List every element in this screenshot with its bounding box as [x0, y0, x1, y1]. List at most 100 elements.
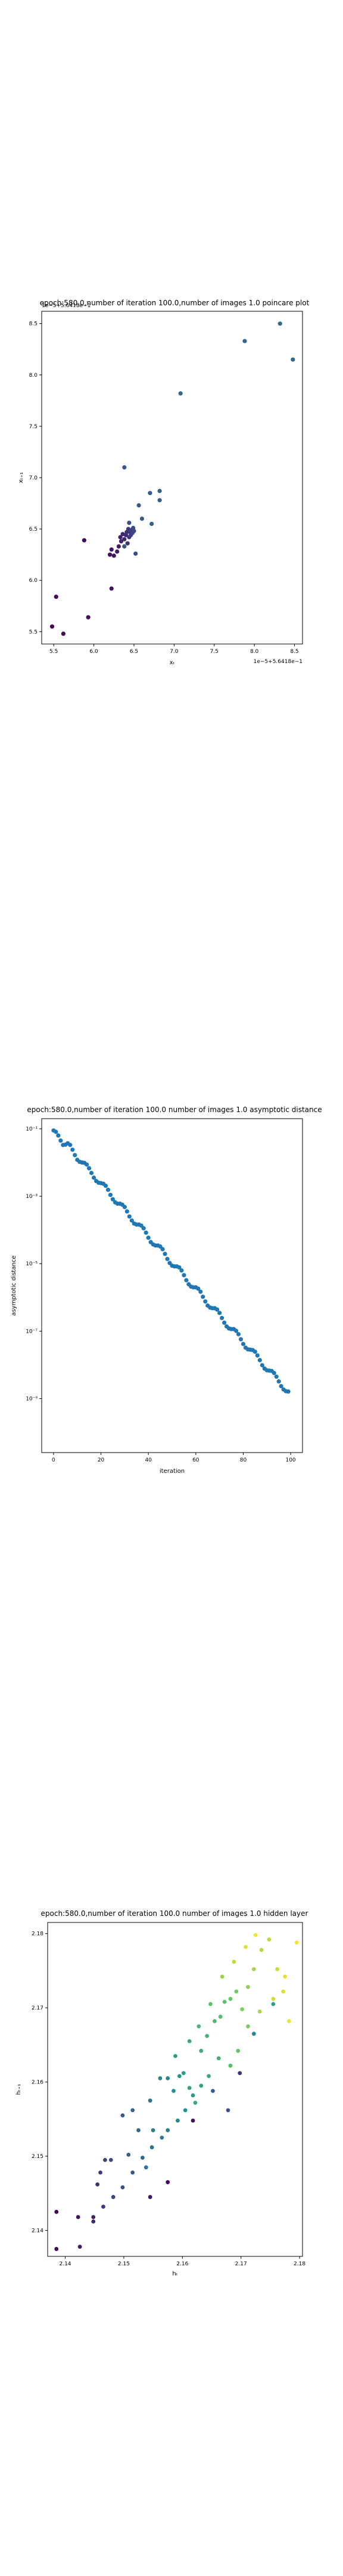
- hidden-layer-point: [234, 1989, 239, 1994]
- asymptotic-point: [233, 1329, 239, 1333]
- asymptotic-point: [56, 1133, 61, 1138]
- y-tick-label: 8.5: [29, 321, 38, 327]
- x-tick-label: 8.0: [250, 649, 259, 655]
- hidden-layer-point: [257, 2009, 262, 2014]
- hidden-layer-point: [218, 2014, 223, 2019]
- poincare-point: [277, 321, 282, 326]
- poincare-point: [122, 544, 127, 549]
- poincare-point: [139, 516, 145, 521]
- hidden-layer-point: [191, 2093, 195, 2098]
- asymptotic-point: [160, 1247, 165, 1252]
- hidden-layer-point: [54, 2209, 59, 2214]
- poincare-title: epoch:580.0,number of iteration 100.0,nu…: [40, 299, 310, 307]
- asymptotic-point: [110, 1197, 116, 1202]
- asymptotic-point: [163, 1252, 167, 1256]
- x-tick-label: 5.5: [49, 649, 58, 655]
- asymptotic-point: [165, 1256, 170, 1261]
- poincare-point: [109, 586, 114, 591]
- hidden-layer-point: [199, 2048, 204, 2053]
- asymptotic-point: [144, 1230, 148, 1235]
- asymptotic-chart: epoch:580.0,number of iteration 100.0 nu…: [11, 1106, 322, 1475]
- hidden-layer-point: [238, 2071, 242, 2076]
- asymptotic-point: [141, 1226, 146, 1231]
- x-tick-label: 2.18: [294, 2261, 305, 2267]
- poincare-points: [49, 321, 295, 636]
- poincare-y-offset-label: 1e−5+5.6418e−1: [42, 303, 91, 309]
- asymptotic-point: [73, 1153, 77, 1157]
- hidden-layer-point: [251, 2032, 256, 2036]
- y-tick-label: 2.15: [32, 2154, 43, 2160]
- poincare-chart: epoch:580.0,number of iteration 100.0,nu…: [18, 299, 310, 666]
- hidden-layer-point: [54, 2247, 59, 2251]
- asymptotic-point: [203, 1299, 208, 1304]
- y-tick-label: 10⁻¹: [26, 1126, 38, 1132]
- y-tick-label: 10⁻⁹: [26, 1396, 38, 1402]
- hidden-layer-title: epoch:580.0,number of iteration 100.0 nu…: [41, 1909, 308, 1918]
- hidden-layer-point: [228, 1996, 233, 2001]
- y-tick-label: 6.0: [29, 578, 38, 584]
- hidden-layer-point: [91, 2219, 96, 2224]
- poincare-point: [109, 547, 114, 552]
- asymptotic-point: [108, 1193, 113, 1197]
- hidden-layer-point: [259, 1948, 264, 1952]
- poincare-point: [111, 553, 116, 558]
- hidden-layer-point: [271, 2002, 276, 2007]
- y-tick-label: 6.5: [29, 527, 38, 532]
- asymptotic-point: [255, 1353, 260, 1358]
- hidden-layer-points: [54, 1933, 299, 2251]
- asymptotic-point: [198, 1289, 203, 1294]
- hidden-layer-point: [151, 2128, 155, 2132]
- asymptotic-point: [89, 1171, 94, 1175]
- poincare-point: [149, 521, 154, 527]
- asymptotic-point: [92, 1175, 96, 1180]
- hidden-layer-point: [236, 2048, 241, 2053]
- y-tick-label: 7.5: [29, 424, 38, 430]
- asymptotic-point: [182, 1272, 186, 1278]
- asymptotic-y-ticks: 10⁻¹ 10⁻³ 10⁻⁵ 10⁻⁷ 10⁻⁹: [26, 1126, 42, 1402]
- x-tick-label: 7.0: [170, 649, 179, 655]
- hidden-layer-point: [108, 2157, 113, 2162]
- y-tick-label: 7.0: [29, 475, 38, 481]
- hidden-layer-point: [281, 1989, 285, 1994]
- hidden-layer-point: [136, 2128, 141, 2132]
- x-tick-label: 2.15: [118, 2261, 130, 2267]
- hidden-layer-point: [183, 2108, 188, 2113]
- poincare-point: [157, 498, 162, 503]
- hidden-layer-point: [77, 2244, 82, 2249]
- hidden-layer-x-label: hₜ: [172, 2271, 177, 2277]
- asymptotic-point: [241, 1342, 246, 1346]
- hidden-layer-point: [286, 2019, 291, 2023]
- asymptotic-point: [184, 1278, 189, 1283]
- hidden-layer-point: [111, 2195, 116, 2199]
- hidden-layer-point: [130, 2108, 135, 2113]
- x-tick-label: 8.5: [290, 649, 298, 655]
- hidden-layer-point: [283, 1974, 287, 1979]
- poincare-point: [291, 357, 295, 362]
- asymptotic-point: [70, 1147, 75, 1152]
- poincare-point: [118, 535, 123, 540]
- poincare-y-ticks: 5.5 6.0 6.5 7.0 7.5 8.0 8.5: [29, 321, 42, 635]
- hidden-layer-point: [208, 2002, 213, 2007]
- asymptotic-point: [286, 1389, 291, 1394]
- asymptotic-x-ticks: 0 20 40 60 80 100: [52, 1453, 296, 1463]
- asymptotic-point: [215, 1307, 220, 1312]
- poincare-point: [49, 624, 55, 629]
- asymptotic-point: [260, 1363, 264, 1368]
- x-tick-label: 2.16: [176, 2261, 188, 2267]
- hidden-layer-point: [216, 2056, 221, 2061]
- hidden-layer-point: [211, 2089, 215, 2093]
- hidden-layer-point: [140, 2156, 145, 2160]
- hidden-layer-y-label: hₜ₊₁: [15, 2084, 22, 2095]
- y-tick-label: 10⁻⁵: [26, 1261, 38, 1267]
- hidden-layer-point: [181, 2071, 186, 2076]
- hidden-layer-point: [226, 2108, 230, 2113]
- hidden-layer-point: [244, 1945, 248, 1949]
- hidden-layer-point: [98, 2170, 102, 2175]
- poincare-x-ticks: 5.5 6.0 6.5 7.0 7.5 8.0 8.5: [49, 644, 299, 655]
- y-tick-label: 2.17: [32, 2005, 43, 2011]
- hidden-layer-point: [275, 1967, 280, 1971]
- asymptotic-point: [85, 1162, 89, 1167]
- hidden-layer-point: [149, 2145, 154, 2150]
- asymptotic-point: [54, 1129, 58, 1134]
